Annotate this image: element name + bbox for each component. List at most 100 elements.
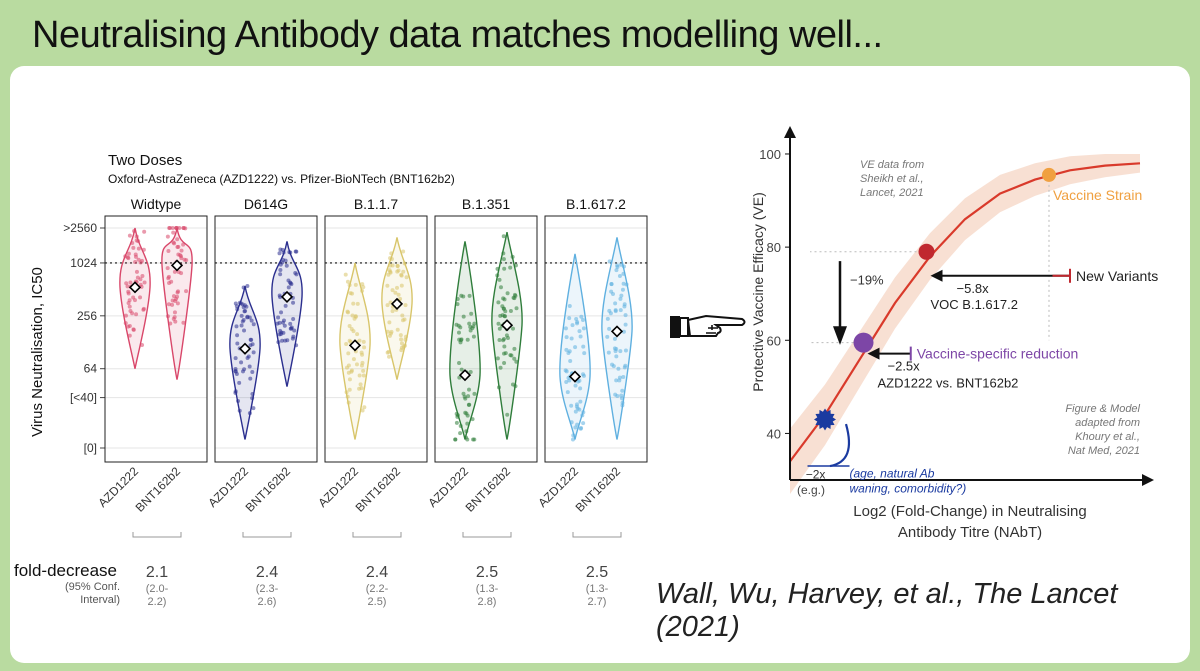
data-point bbox=[498, 285, 503, 290]
data-point bbox=[175, 290, 180, 295]
data-point bbox=[140, 342, 145, 347]
data-point bbox=[355, 301, 360, 306]
panel-frame bbox=[324, 215, 428, 463]
data-point bbox=[614, 354, 619, 359]
data-point bbox=[514, 263, 519, 268]
data-point bbox=[395, 285, 400, 290]
data-point bbox=[400, 313, 405, 318]
data-point bbox=[581, 372, 586, 377]
data-point bbox=[175, 245, 180, 250]
data-point bbox=[614, 378, 619, 383]
data-point bbox=[123, 321, 128, 326]
data-point bbox=[357, 373, 362, 378]
violin bbox=[229, 285, 261, 440]
data-point bbox=[623, 322, 628, 327]
data-point bbox=[613, 309, 618, 314]
ci-value: (2.2-2.5) bbox=[366, 583, 389, 608]
data-point bbox=[172, 241, 177, 246]
data-point bbox=[288, 321, 293, 326]
data-point bbox=[573, 425, 578, 430]
data-point bbox=[138, 282, 143, 287]
y-tick-label: 1024 bbox=[70, 256, 97, 270]
data-point bbox=[351, 357, 356, 362]
data-point bbox=[234, 371, 239, 376]
data-point bbox=[465, 421, 470, 426]
vaccine-specific-point bbox=[853, 332, 874, 353]
panel-title: B.1.1.7 bbox=[354, 196, 399, 212]
data-point bbox=[350, 291, 355, 296]
new-variants-label: New Variants bbox=[1076, 268, 1158, 284]
data-point bbox=[344, 365, 349, 370]
data-point bbox=[466, 394, 471, 399]
data-point bbox=[623, 313, 628, 318]
data-point bbox=[607, 326, 612, 331]
data-point bbox=[577, 378, 582, 383]
data-point bbox=[352, 316, 357, 321]
data-point bbox=[128, 308, 133, 313]
data-point bbox=[609, 282, 614, 287]
data-point bbox=[578, 334, 583, 339]
data-point bbox=[243, 309, 248, 314]
data-point bbox=[396, 292, 401, 297]
data-point bbox=[128, 280, 133, 285]
data-point bbox=[245, 315, 250, 320]
data-point bbox=[582, 351, 587, 356]
y-tick-label: 40 bbox=[767, 426, 781, 441]
data-point bbox=[350, 313, 355, 318]
data-point bbox=[578, 399, 583, 404]
data-point bbox=[612, 346, 617, 351]
data-point bbox=[462, 394, 467, 399]
data-point bbox=[498, 313, 503, 318]
data-point bbox=[283, 303, 288, 308]
data-point bbox=[497, 326, 502, 331]
data-point bbox=[457, 360, 462, 365]
panel-frame bbox=[104, 215, 208, 463]
data-point bbox=[136, 257, 141, 262]
data-point bbox=[278, 267, 283, 272]
y-tick-label: 64 bbox=[84, 362, 98, 376]
ci-value: (1.3-2.8) bbox=[476, 583, 499, 608]
data-point bbox=[454, 322, 459, 327]
y-tick-label: [<40] bbox=[70, 391, 97, 405]
data-point bbox=[353, 282, 358, 287]
ci-value: (2.0-2.2) bbox=[146, 583, 169, 608]
data-point bbox=[505, 412, 510, 417]
data-point bbox=[389, 251, 394, 256]
panel-frame bbox=[544, 215, 648, 463]
data-point bbox=[399, 283, 404, 288]
data-point bbox=[280, 320, 285, 325]
violin-ylabel: Virus Neutralisation, IC50 bbox=[29, 267, 46, 437]
data-point bbox=[570, 323, 575, 328]
data-point bbox=[247, 364, 252, 369]
data-point bbox=[566, 351, 571, 356]
data-point bbox=[291, 300, 296, 305]
data-point bbox=[615, 394, 620, 399]
data-point bbox=[234, 324, 239, 329]
data-point bbox=[578, 386, 583, 391]
data-point bbox=[251, 406, 256, 411]
data-point bbox=[354, 362, 359, 367]
data-point bbox=[385, 303, 390, 308]
median-marker bbox=[500, 319, 514, 332]
data-point bbox=[171, 230, 176, 235]
data-point bbox=[580, 413, 585, 418]
data-point bbox=[569, 420, 574, 425]
y-tick-label: >2560 bbox=[63, 221, 97, 235]
median-marker bbox=[280, 290, 294, 304]
data-point bbox=[605, 334, 610, 339]
data-point bbox=[136, 239, 141, 244]
panel-title: D614G bbox=[244, 196, 288, 212]
data-point bbox=[502, 360, 507, 365]
comparison-bracket bbox=[242, 532, 292, 538]
data-point bbox=[284, 263, 289, 268]
data-point bbox=[459, 293, 464, 298]
data-point bbox=[345, 309, 350, 314]
data-point bbox=[470, 417, 475, 422]
data-point bbox=[167, 281, 172, 286]
data-point bbox=[619, 262, 624, 267]
data-point bbox=[501, 234, 506, 239]
data-point bbox=[502, 297, 507, 302]
data-point bbox=[512, 356, 517, 361]
voc-label: VOC B.1.617.2 bbox=[931, 297, 1018, 312]
data-point bbox=[183, 226, 188, 231]
